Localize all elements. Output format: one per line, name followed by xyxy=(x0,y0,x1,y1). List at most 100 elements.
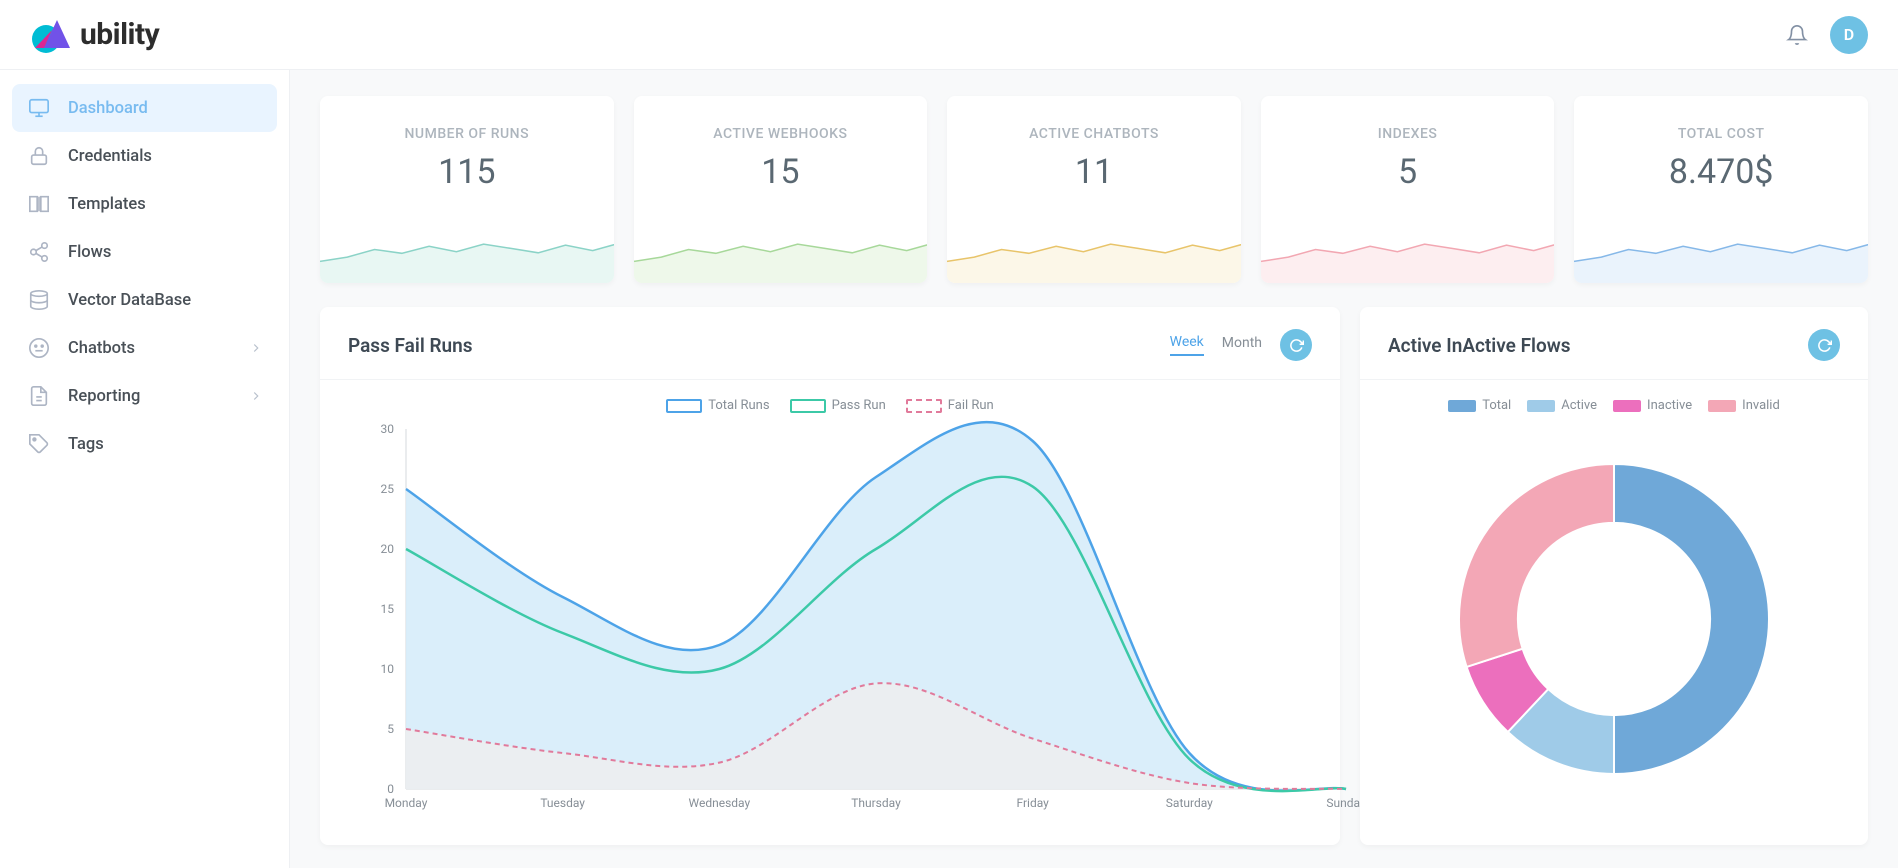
legend-item[interactable]: Fail Run xyxy=(906,398,994,413)
chart-legend: Total Runs Pass Run Fail Run xyxy=(346,398,1314,413)
sidebar-item-dashboard[interactable]: Dashboard xyxy=(12,84,277,132)
sparkline-chart xyxy=(1261,229,1555,283)
sidebar-item-label: Chatbots xyxy=(68,339,135,358)
legend-swatch xyxy=(790,399,826,413)
tab-week[interactable]: Week xyxy=(1170,334,1204,356)
legend-item[interactable]: Inactive xyxy=(1613,398,1692,413)
svg-text:Monday: Monday xyxy=(385,796,428,810)
svg-text:0: 0 xyxy=(387,782,394,796)
refresh-icon xyxy=(1817,338,1832,353)
sidebar-item-label: Dashboard xyxy=(68,99,148,118)
panel-body: Total Active Inactive Invalid xyxy=(1360,380,1868,829)
legend-label: Total Runs xyxy=(708,398,769,413)
sidebar-item-label: Credentials xyxy=(68,147,152,166)
sidebar-item-reporting[interactable]: Reporting xyxy=(12,372,277,420)
legend-swatch xyxy=(1708,400,1736,412)
svg-text:Tuesday: Tuesday xyxy=(540,796,585,810)
sparkline-chart xyxy=(1574,229,1868,283)
stat-label: ACTIVE CHATBOTS xyxy=(947,126,1241,142)
panel-title: Pass Fail Runs xyxy=(348,334,473,357)
sparkline-chart xyxy=(320,229,614,283)
sidebar-item-vector-database[interactable]: Vector DataBase xyxy=(12,276,277,324)
sparkline-chart xyxy=(634,229,928,283)
panel-title: Active InActive Flows xyxy=(1388,334,1571,357)
stat-card: ACTIVE CHATBOTS 11 xyxy=(947,96,1241,283)
legend-item[interactable]: Active xyxy=(1527,398,1597,413)
panel-header: Pass Fail Runs Week Month xyxy=(320,307,1340,380)
tab-month[interactable]: Month xyxy=(1222,335,1262,355)
flows-donut-chart xyxy=(1386,423,1842,803)
stat-value: 5 xyxy=(1261,152,1555,192)
legend-item[interactable]: Total xyxy=(1448,398,1511,413)
sidebar-item-label: Flows xyxy=(68,243,111,262)
panel-header: Active InActive Flows xyxy=(1360,307,1868,380)
sidebar-item-chatbots[interactable]: Chatbots xyxy=(12,324,277,372)
legend-swatch xyxy=(666,399,702,413)
stat-label: INDEXES xyxy=(1261,126,1555,142)
legend-swatch xyxy=(1448,400,1476,412)
chevron-right-icon xyxy=(249,341,263,355)
sparkline-chart xyxy=(947,229,1241,283)
stat-card: INDEXES 5 xyxy=(1261,96,1555,283)
refresh-button[interactable] xyxy=(1280,329,1312,361)
stat-card: ACTIVE WEBHOOKS 15 xyxy=(634,96,928,283)
legend-swatch xyxy=(1527,400,1555,412)
legend-label: Fail Run xyxy=(948,398,994,413)
topbar: ubility D xyxy=(0,0,1898,70)
panel-body: Total RunsPass RunFail Run 051015202530M… xyxy=(320,380,1340,845)
smiley-icon xyxy=(28,337,50,359)
svg-text:Saturday: Saturday xyxy=(1166,796,1213,810)
sidebar-item-label: Vector DataBase xyxy=(68,291,191,310)
svg-text:15: 15 xyxy=(381,602,395,616)
stat-card: TOTAL COST 8.470$ xyxy=(1574,96,1868,283)
svg-text:5: 5 xyxy=(387,722,394,736)
legend-label: Total xyxy=(1482,398,1511,413)
stat-value: 11 xyxy=(947,152,1241,192)
stat-label: TOTAL COST xyxy=(1574,126,1868,142)
sidebar-item-label: Reporting xyxy=(68,387,140,406)
charts-row: Pass Fail Runs Week Month Total Runs Pass… xyxy=(320,307,1868,845)
sidebar-item-credentials[interactable]: Credentials xyxy=(12,132,277,180)
stat-value: 8.470$ xyxy=(1574,152,1868,192)
stat-label: NUMBER OF RUNS xyxy=(320,126,614,142)
svg-text:30: 30 xyxy=(381,422,395,436)
sidebar-item-label: Tags xyxy=(68,435,104,454)
stat-value: 15 xyxy=(634,152,928,192)
tag-icon xyxy=(28,433,50,455)
topbar-actions: D xyxy=(1786,16,1868,54)
stats-row: NUMBER OF RUNS115ACTIVE WEBHOOKS15ACTIVE… xyxy=(320,96,1868,283)
donut-legend: Total Active Inactive Invalid xyxy=(1386,398,1842,413)
refresh-button[interactable] xyxy=(1808,329,1840,361)
file-icon xyxy=(28,385,50,407)
flows-panel: Active InActive Flows Total Active Inactiv… xyxy=(1360,307,1868,845)
main-content: NUMBER OF RUNS115ACTIVE WEBHOOKS15ACTIVE… xyxy=(290,70,1898,868)
stat-label: ACTIVE WEBHOOKS xyxy=(634,126,928,142)
panel-controls: Week Month xyxy=(1170,329,1312,361)
sidebar-item-tags[interactable]: Tags xyxy=(12,420,277,468)
logo[interactable]: ubility xyxy=(30,14,159,56)
pass-fail-panel: Pass Fail Runs Week Month Total Runs Pass… xyxy=(320,307,1340,845)
sidebar-item-flows[interactable]: Flows xyxy=(12,228,277,276)
logo-text: ubility xyxy=(80,17,159,52)
book-icon xyxy=(28,193,50,215)
monitor-icon xyxy=(28,97,50,119)
svg-text:20: 20 xyxy=(381,542,395,556)
share-icon xyxy=(28,241,50,263)
pass-fail-line-chart: 051015202530MondayTuesdayWednesdayThursd… xyxy=(346,419,1366,819)
lock-icon xyxy=(28,145,50,167)
legend-item[interactable]: Invalid xyxy=(1708,398,1780,413)
stat-card: NUMBER OF RUNS 115 xyxy=(320,96,614,283)
sidebar: Dashboard Credentials Templates Flows Vector… xyxy=(0,70,290,868)
legend-item[interactable]: Total Runs xyxy=(666,398,769,413)
logo-mark-icon xyxy=(30,14,72,56)
legend-label: Pass Run xyxy=(832,398,886,413)
sidebar-item-templates[interactable]: Templates xyxy=(12,180,277,228)
svg-text:Thursday: Thursday xyxy=(851,796,901,810)
svg-text:10: 10 xyxy=(381,662,395,676)
legend-item[interactable]: Pass Run xyxy=(790,398,886,413)
svg-text:Wednesday: Wednesday xyxy=(688,796,750,810)
notifications-icon[interactable] xyxy=(1786,24,1808,46)
sidebar-item-label: Templates xyxy=(68,195,146,214)
stat-value: 115 xyxy=(320,152,614,192)
avatar[interactable]: D xyxy=(1830,16,1868,54)
